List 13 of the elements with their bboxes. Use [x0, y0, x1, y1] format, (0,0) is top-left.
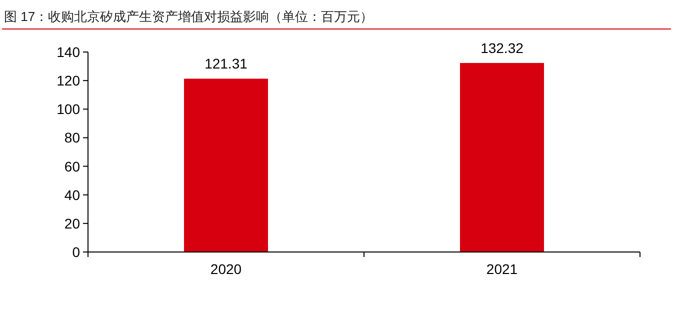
y-tick-label: 140	[56, 44, 80, 60]
x-tick-label: 2020	[210, 261, 242, 277]
y-tick-label: 60	[64, 158, 80, 174]
y-tick-label: 120	[56, 72, 80, 89]
y-tick-label: 40	[64, 186, 80, 203]
y-tick-label: 0	[72, 244, 80, 260]
x-tick-label: 2021	[486, 261, 518, 277]
chart-title: 图 17：收购北京矽成产生资产增值对损益影响（单位：百万元）	[4, 9, 374, 24]
data-label: 132.32	[480, 40, 524, 56]
y-tick-label: 20	[64, 215, 80, 232]
y-tick-label: 80	[64, 130, 80, 146]
data-label: 121.31	[204, 56, 248, 72]
y-tick-label: 100	[56, 101, 80, 118]
